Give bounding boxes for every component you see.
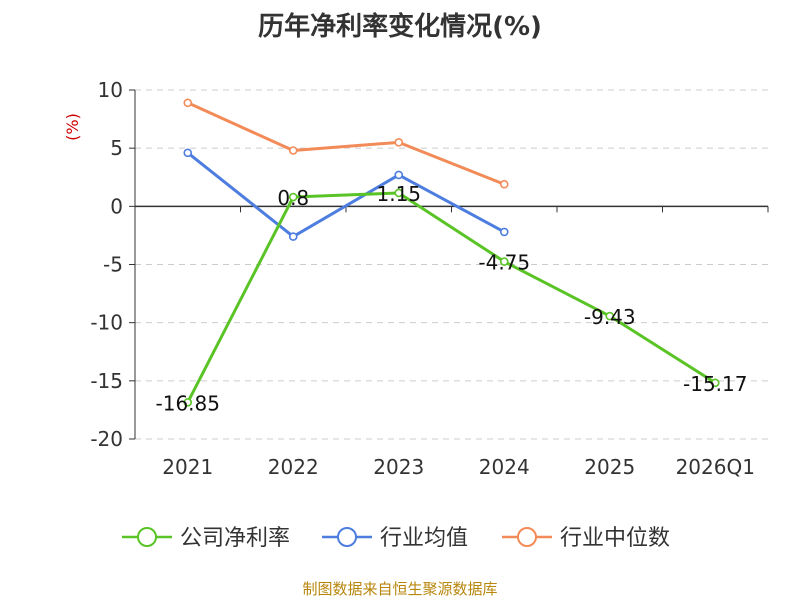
data-label: -9.43 [584,305,636,329]
series-line [186,191,717,404]
x-tick-label: 2021 [162,455,213,479]
legend-marker [517,527,537,547]
legend-marker [137,527,157,547]
data-label: -15.17 [683,372,747,396]
data-point [183,398,193,407]
y-tick-label: 0 [110,194,123,218]
legend-item: 行业中位数 [502,526,670,551]
data-point [605,311,615,321]
data-label: -4.75 [478,251,530,275]
data-point [183,98,193,108]
y-tick-label: 10 [98,78,123,102]
data-point [288,232,298,241]
data-point [394,138,404,147]
y-axis-label: (%) [63,113,82,141]
data-point [288,192,298,202]
series-line [187,101,505,186]
data-label: 0.8 [277,186,309,210]
x-tick-label: 2023 [373,455,424,479]
chart-title: 历年净利率变化情况(%) [258,12,542,42]
y-tick-label: -20 [90,427,123,451]
data-point [499,227,509,237]
data-point [499,179,509,189]
data-point [499,257,509,266]
legend-label: 行业中位数 [560,526,670,551]
x-tick-label: 2025 [584,455,635,479]
data-point [288,146,298,155]
data-point [183,148,193,158]
data-label: -16.85 [156,391,220,415]
data-source-note: 制图数据来自恒生聚源数据库 [302,580,498,598]
legend-label: 公司净利率 [180,526,290,551]
data-point [710,378,720,388]
legend-marker [337,527,357,547]
x-tick-label: 2022 [268,455,319,479]
x-tick-label: 2026Q1 [676,455,755,479]
legend-item: 公司净利率 [122,526,290,551]
legend-item: 行业均值 [322,526,468,551]
y-tick-label: -15 [90,369,123,393]
y-tick-label: -10 [90,311,123,335]
data-label: 1.15 [376,182,421,206]
legend-label: 行业均值 [380,526,468,551]
x-tick-label: 2024 [479,455,530,479]
series-line [186,151,505,239]
data-point [394,188,404,198]
data-point [394,170,404,180]
y-tick-label: 5 [110,136,123,160]
y-tick-label: -5 [103,253,123,277]
